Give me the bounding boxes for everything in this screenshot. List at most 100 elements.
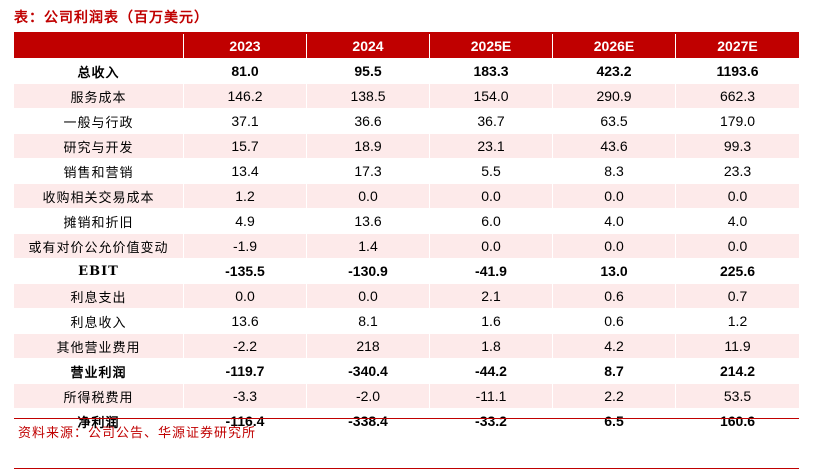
- row-label: EBIT: [14, 258, 184, 283]
- value-cell: 15.7: [184, 133, 307, 158]
- source-divider: [14, 418, 799, 419]
- value-cell: 183.3: [430, 58, 553, 83]
- value-cell: -1.9: [184, 233, 307, 258]
- row-label: 一般与行政: [14, 108, 184, 133]
- row-label: 摊销和折旧: [14, 208, 184, 233]
- header-cell: 2026E: [553, 34, 676, 58]
- value-cell: -340.4: [307, 358, 430, 383]
- value-cell: 8.1: [307, 308, 430, 333]
- row-label: 营业利润: [14, 358, 184, 383]
- header-cell: 2023: [184, 34, 307, 58]
- value-cell: 36.6: [307, 108, 430, 133]
- row-label: 其他营业费用: [14, 333, 184, 358]
- value-cell: 13.0: [553, 258, 676, 283]
- value-cell: 8.7: [553, 358, 676, 383]
- value-cell: 0.6: [553, 283, 676, 308]
- value-cell: 4.2: [553, 333, 676, 358]
- value-cell: 0.0: [184, 283, 307, 308]
- value-cell: 13.6: [307, 208, 430, 233]
- value-cell: 4.9: [184, 208, 307, 233]
- title-divider: [14, 32, 799, 34]
- header-cell: [14, 34, 184, 58]
- value-cell: 8.3: [553, 158, 676, 183]
- value-cell: 146.2: [184, 83, 307, 108]
- row-label: 所得税费用: [14, 383, 184, 408]
- table-row: 摊销和折旧 4.9 13.6 6.0 4.0 4.0: [14, 208, 799, 233]
- value-cell: 0.0: [553, 233, 676, 258]
- value-cell: 225.6: [676, 258, 799, 283]
- row-label: 净利润: [14, 408, 184, 433]
- table-row: 服务成本 146.2 138.5 154.0 290.9 662.3: [14, 83, 799, 108]
- value-cell: 1.4: [307, 233, 430, 258]
- value-cell: 13.6: [184, 308, 307, 333]
- value-cell: -11.1: [430, 383, 553, 408]
- value-cell: 5.5: [430, 158, 553, 183]
- value-cell: 179.0: [676, 108, 799, 133]
- value-cell: 95.5: [307, 58, 430, 83]
- row-label: 服务成本: [14, 83, 184, 108]
- row-label: 销售和营销: [14, 158, 184, 183]
- header-cell: 2027E: [676, 34, 799, 58]
- value-cell: -338.4: [307, 408, 430, 433]
- value-cell: 11.9: [676, 333, 799, 358]
- value-cell: 1193.6: [676, 58, 799, 83]
- value-cell: -119.7: [184, 358, 307, 383]
- value-cell: -33.2: [430, 408, 553, 433]
- value-cell: 2.1: [430, 283, 553, 308]
- value-cell: -2.2: [184, 333, 307, 358]
- value-cell: 2.2: [553, 383, 676, 408]
- value-cell: 0.0: [553, 183, 676, 208]
- value-cell: 160.6: [676, 408, 799, 433]
- row-label: 利息收入: [14, 308, 184, 333]
- value-cell: -135.5: [184, 258, 307, 283]
- table-header-row: 2023 2024 2025E 2026E 2027E: [14, 34, 799, 58]
- value-cell: 1.2: [184, 183, 307, 208]
- value-cell: 36.7: [430, 108, 553, 133]
- table-row: 销售和营销 13.4 17.3 5.5 8.3 23.3: [14, 158, 799, 183]
- value-cell: 0.0: [430, 183, 553, 208]
- value-cell: 37.1: [184, 108, 307, 133]
- value-cell: 81.0: [184, 58, 307, 83]
- value-cell: 1.6: [430, 308, 553, 333]
- value-cell: 662.3: [676, 83, 799, 108]
- value-cell: 99.3: [676, 133, 799, 158]
- row-label: 利息支出: [14, 283, 184, 308]
- header-cell: 2024: [307, 34, 430, 58]
- value-cell: 18.9: [307, 133, 430, 158]
- table-row: 利息支出 0.0 0.0 2.1 0.6 0.7: [14, 283, 799, 308]
- value-cell: 63.5: [553, 108, 676, 133]
- value-cell: 218: [307, 333, 430, 358]
- value-cell: 0.7: [676, 283, 799, 308]
- table-row: 利息收入 13.6 8.1 1.6 0.6 1.2: [14, 308, 799, 333]
- table-row: 其他营业费用 -2.2 218 1.8 4.2 11.9: [14, 333, 799, 358]
- value-cell: 0.0: [676, 233, 799, 258]
- value-cell: 0.0: [430, 233, 553, 258]
- table-title: 表：公司利润表（百万美元）: [14, 10, 209, 26]
- table-row: 研究与开发 15.7 18.9 23.1 43.6 99.3: [14, 133, 799, 158]
- value-cell: -41.9: [430, 258, 553, 283]
- value-cell: 23.3: [676, 158, 799, 183]
- value-cell: 0.0: [307, 183, 430, 208]
- value-cell: -44.2: [430, 358, 553, 383]
- value-cell: 0.0: [676, 183, 799, 208]
- value-cell: 43.6: [553, 133, 676, 158]
- table-row: 所得税费用 -3.3 -2.0 -11.1 2.2 53.5: [14, 383, 799, 408]
- row-label: 或有对价公允价值变动: [14, 233, 184, 258]
- value-cell: 17.3: [307, 158, 430, 183]
- value-cell: -130.9: [307, 258, 430, 283]
- table-row: 总收入 81.0 95.5 183.3 423.2 1193.6: [14, 58, 799, 83]
- value-cell: 53.5: [676, 383, 799, 408]
- table-row: EBIT -135.5 -130.9 -41.9 13.0 225.6: [14, 258, 799, 283]
- value-cell: 290.9: [553, 83, 676, 108]
- row-label: 总收入: [14, 58, 184, 83]
- header-cell: 2025E: [430, 34, 553, 58]
- value-cell: 0.0: [307, 283, 430, 308]
- value-cell: -116.4: [184, 408, 307, 433]
- value-cell: 154.0: [430, 83, 553, 108]
- value-cell: -3.3: [184, 383, 307, 408]
- value-cell: 6.0: [430, 208, 553, 233]
- value-cell: 423.2: [553, 58, 676, 83]
- source-note: 资料来源：公司公告、华源证券研究所: [18, 426, 257, 441]
- table-row: 一般与行政 37.1 36.6 36.7 63.5 179.0: [14, 108, 799, 133]
- value-cell: 6.5: [553, 408, 676, 433]
